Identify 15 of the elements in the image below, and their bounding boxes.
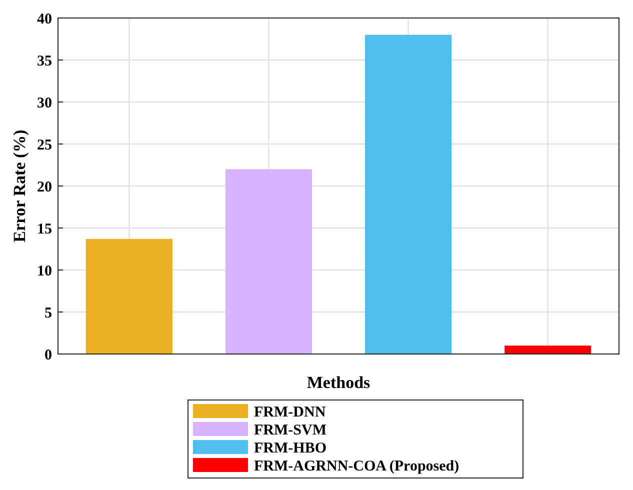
y-tick-label: 25 bbox=[37, 137, 52, 154]
legend-label: FRM-DNN bbox=[254, 404, 326, 420]
legend-label: FRM-AGRNN-COA (Proposed) bbox=[254, 458, 460, 474]
y-tick-label: 30 bbox=[37, 95, 52, 112]
y-tick-label: 20 bbox=[37, 179, 52, 196]
y-tick-label: 15 bbox=[37, 221, 52, 238]
y-tick-label: 40 bbox=[37, 11, 52, 28]
y-tick-label: 10 bbox=[37, 263, 52, 280]
y-tick-label: 5 bbox=[44, 305, 52, 322]
x-axis-title: Methods bbox=[306, 373, 371, 392]
y-tick-label: 0 bbox=[44, 347, 52, 364]
y-tick-label: 35 bbox=[37, 53, 52, 70]
legend-label: FRM-HBO bbox=[254, 440, 326, 456]
legend-label: FRM-SVM bbox=[254, 422, 326, 438]
y-axis-title: Error Rate (%) bbox=[10, 130, 29, 242]
